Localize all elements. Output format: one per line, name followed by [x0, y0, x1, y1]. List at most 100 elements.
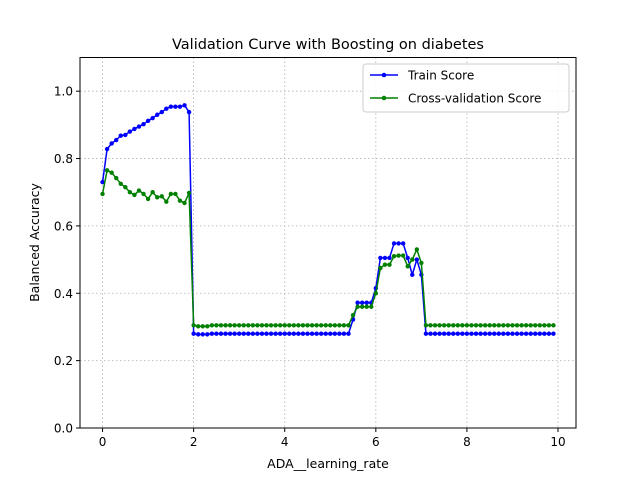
data-point-cv: [373, 291, 379, 296]
data-point-train: [259, 331, 265, 336]
data-point-train: [382, 255, 388, 261]
data-point-train: [191, 331, 196, 336]
data-point-train: [551, 331, 556, 336]
data-point-train: [378, 255, 383, 261]
data-point-cv: [496, 323, 501, 328]
data-point-train: [150, 115, 155, 121]
data-point-train: [455, 331, 461, 336]
data-point-cv: [519, 323, 524, 328]
data-point-train: [341, 331, 347, 336]
data-point-cv: [168, 191, 174, 197]
data-point-cv: [451, 323, 456, 328]
data-point-cv: [209, 323, 215, 328]
data-point-train: [296, 331, 301, 336]
data-point-train: [355, 300, 360, 305]
data-point-cv: [332, 323, 338, 328]
data-point-train: [346, 331, 351, 336]
data-point-cv: [533, 323, 538, 328]
x-tick-label: 8: [463, 435, 471, 449]
data-point-cv: [268, 323, 274, 328]
series-line-cv: [101, 169, 554, 328]
data-point-train: [100, 179, 105, 185]
data-point-cv: [460, 323, 465, 328]
data-point-cv: [350, 312, 356, 318]
y-tick-label: 0.6: [54, 219, 73, 233]
data-point-cv: [359, 304, 365, 309]
legend-label-cv: Cross-validation Score: [408, 92, 541, 106]
data-point-train: [177, 104, 183, 109]
data-point-cv: [314, 323, 319, 328]
data-point-train: [255, 331, 260, 336]
data-point-train: [482, 331, 488, 336]
legend: Train Score Cross-validation Score: [362, 63, 570, 113]
data-point-train: [264, 331, 269, 336]
data-point-cv: [478, 323, 483, 328]
x-axis-label: ADA__learning_rate: [267, 456, 389, 471]
data-point-train: [205, 332, 210, 337]
data-point-train: [209, 331, 215, 336]
data-point-train: [487, 331, 492, 336]
data-point-cv: [155, 195, 160, 200]
data-point-cv: [205, 324, 210, 329]
data-point-train: [387, 255, 392, 261]
data-point-cv: [341, 323, 347, 328]
data-point-train: [391, 241, 397, 246]
data-point-cv: [123, 184, 128, 190]
data-point-train: [241, 331, 246, 336]
legend-marker-train: [381, 72, 387, 78]
data-point-train: [510, 331, 515, 336]
data-point-train: [250, 331, 256, 336]
data-point-train: [473, 331, 479, 336]
data-point-cv: [355, 304, 360, 309]
data-point-cv: [428, 323, 433, 328]
data-point-train: [159, 109, 164, 115]
data-point-train: [460, 331, 465, 336]
legend-box: [362, 63, 570, 113]
data-point-train: [182, 103, 187, 108]
data-point-cv: [405, 264, 410, 269]
data-point-train: [446, 331, 451, 336]
data-point-cv: [182, 200, 187, 206]
data-point-cv: [109, 170, 114, 175]
data-point-train: [359, 300, 365, 305]
x-tick-label: 4: [281, 435, 289, 449]
data-point-train: [396, 241, 401, 246]
data-point-cv: [546, 323, 552, 328]
data-point-train: [410, 272, 415, 277]
data-point-train: [428, 331, 433, 336]
grid-lines: [80, 57, 576, 429]
data-point-train: [155, 112, 160, 117]
data-point-cv: [227, 323, 233, 328]
data-point-train: [277, 331, 283, 336]
series-cv: [100, 168, 556, 329]
chart-title: Validation Curve with Boosting on diabet…: [172, 37, 484, 53]
data-point-cv: [305, 323, 310, 328]
data-point-cv: [250, 323, 256, 328]
data-point-cv: [441, 323, 447, 328]
data-point-train: [291, 331, 297, 336]
data-point-train: [314, 331, 319, 336]
data-point-train: [273, 331, 278, 336]
data-point-cv: [346, 323, 351, 328]
data-point-cv: [309, 323, 315, 328]
y-tick-label: 0.2: [54, 354, 73, 368]
y-tick-label: 0.8: [54, 152, 73, 166]
data-point-cv: [464, 323, 470, 328]
data-point-cv: [323, 323, 328, 328]
data-point-train: [214, 331, 219, 336]
data-point-train: [332, 331, 338, 336]
data-point-cv: [282, 323, 287, 328]
data-point-train: [478, 331, 483, 336]
data-point-cv: [118, 181, 123, 187]
data-point-cv: [259, 323, 265, 328]
x-tick-label: 0: [99, 435, 107, 449]
data-point-cv: [296, 323, 301, 328]
y-tick-label: 1.0: [54, 85, 73, 99]
data-point-train: [523, 331, 529, 336]
data-point-train: [236, 331, 242, 336]
data-point-cv: [145, 196, 151, 202]
series-line-train: [101, 104, 554, 336]
data-point-train: [145, 118, 151, 124]
data-point-train: [136, 124, 142, 129]
data-point-train: [114, 137, 119, 143]
